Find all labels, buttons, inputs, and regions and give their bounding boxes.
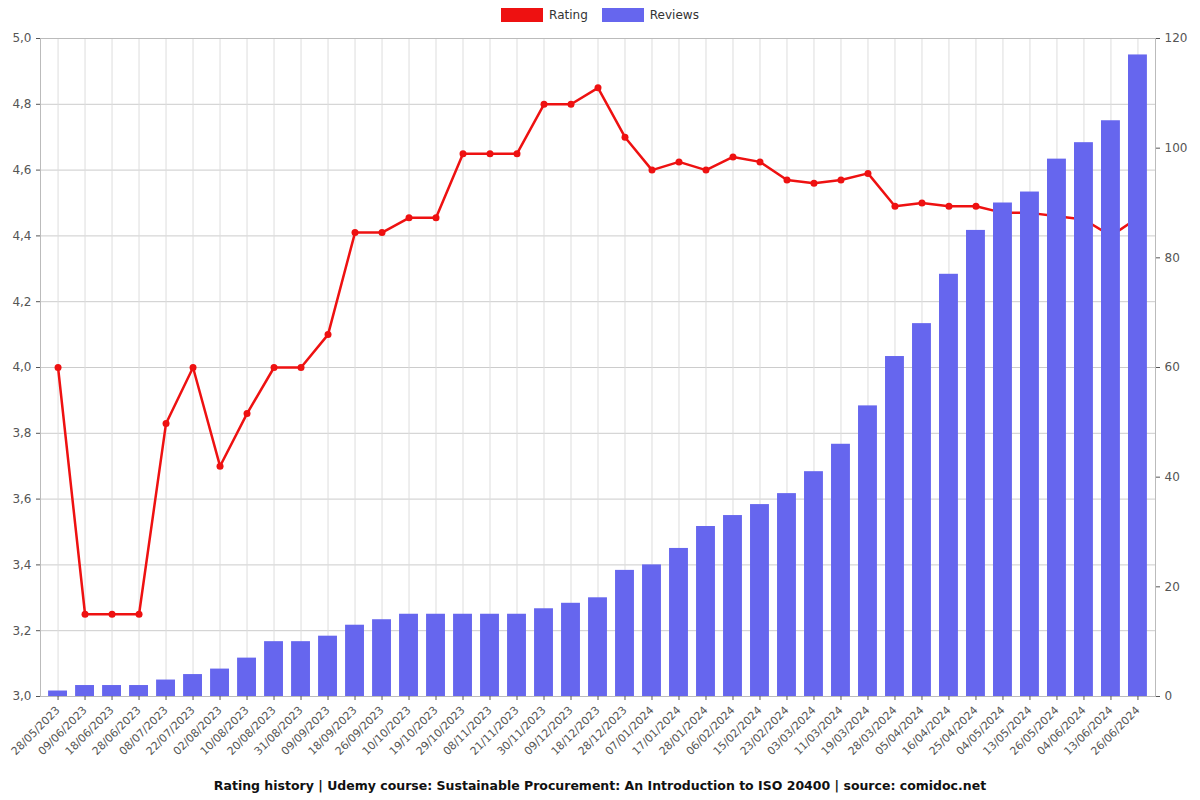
svg-text:07/01/2024: 07/01/2024 xyxy=(602,703,657,758)
svg-text:20/08/2023: 20/08/2023 xyxy=(224,703,279,758)
svg-text:22/07/2023: 22/07/2023 xyxy=(143,703,198,758)
svg-text:30/11/2023: 30/11/2023 xyxy=(494,703,549,758)
svg-text:09/06/2023: 09/06/2023 xyxy=(35,703,90,758)
svg-text:4,0: 4,0 xyxy=(12,360,31,374)
svg-text:17/01/2024: 17/01/2024 xyxy=(629,703,684,758)
svg-text:03/03/2024: 03/03/2024 xyxy=(764,703,819,758)
svg-text:4,8: 4,8 xyxy=(12,97,31,111)
svg-text:06/02/2024: 06/02/2024 xyxy=(683,703,738,758)
svg-text:26/09/2023: 26/09/2023 xyxy=(332,703,387,758)
svg-text:10/10/2023: 10/10/2023 xyxy=(359,703,414,758)
svg-text:31/08/2023: 31/08/2023 xyxy=(251,703,306,758)
svg-text:120: 120 xyxy=(1165,31,1188,45)
svg-text:05/04/2024: 05/04/2024 xyxy=(872,703,927,758)
svg-text:11/03/2024: 11/03/2024 xyxy=(791,703,846,758)
svg-text:18/09/2023: 18/09/2023 xyxy=(305,703,360,758)
svg-text:40: 40 xyxy=(1165,470,1180,484)
svg-text:18/06/2023: 18/06/2023 xyxy=(62,703,117,758)
svg-text:08/11/2023: 08/11/2023 xyxy=(440,703,495,758)
svg-text:16/04/2024: 16/04/2024 xyxy=(899,703,954,758)
svg-text:19/03/2024: 19/03/2024 xyxy=(818,703,873,758)
svg-text:3,4: 3,4 xyxy=(12,558,31,572)
svg-text:3,0: 3,0 xyxy=(12,689,31,703)
svg-text:19/10/2023: 19/10/2023 xyxy=(386,703,441,758)
svg-text:20: 20 xyxy=(1165,580,1180,594)
svg-text:28/06/2023: 28/06/2023 xyxy=(89,703,144,758)
svg-text:100: 100 xyxy=(1165,141,1188,155)
html-text:Rating: Rating xyxy=(549,8,588,22)
svg-text:02/08/2023: 02/08/2023 xyxy=(170,703,225,758)
svg-text:80: 80 xyxy=(1165,251,1180,265)
svg-text:18/12/2023: 18/12/2023 xyxy=(548,703,603,758)
svg-text:08/07/2023: 08/07/2023 xyxy=(116,703,171,758)
svg-text:60: 60 xyxy=(1165,360,1180,374)
svg-text:0: 0 xyxy=(1165,689,1173,703)
html-text:Rating history | Udemy course:: Rating history | Udemy course: Sustainab… xyxy=(213,778,987,793)
svg-text:09/09/2023: 09/09/2023 xyxy=(278,703,333,758)
svg-text:13/05/2024: 13/05/2024 xyxy=(980,703,1035,758)
svg-text:5,0: 5,0 xyxy=(12,31,31,45)
svg-text:4,4: 4,4 xyxy=(12,229,31,243)
html-text:Reviews: Reviews xyxy=(649,8,699,22)
svg-text:28/01/2024: 28/01/2024 xyxy=(656,703,711,758)
svg-text:4,6: 4,6 xyxy=(12,163,31,177)
svg-text:28/12/2023: 28/12/2023 xyxy=(575,703,630,758)
svg-text:04/05/2024: 04/05/2024 xyxy=(953,703,1008,758)
svg-text:3,8: 3,8 xyxy=(12,426,31,440)
svg-text:09/12/2023: 09/12/2023 xyxy=(521,703,576,758)
svg-text:3,2: 3,2 xyxy=(12,624,31,638)
svg-text:26/06/2024: 26/06/2024 xyxy=(1089,704,1143,758)
svg-text:15/02/2024: 15/02/2024 xyxy=(710,703,765,758)
svg-text:28/03/2024: 28/03/2024 xyxy=(845,703,900,758)
svg-text:28/05/2023: 28/05/2023 xyxy=(8,703,63,758)
svg-text:23/02/2024: 23/02/2024 xyxy=(737,703,792,758)
svg-text:25/04/2024: 25/04/2024 xyxy=(926,703,981,758)
svg-text:29/10/2023: 29/10/2023 xyxy=(413,703,468,758)
svg-text:4,2: 4,2 xyxy=(12,295,31,309)
svg-text:3,6: 3,6 xyxy=(12,492,31,506)
svg-text:13/06/2024: 13/06/2024 xyxy=(1061,703,1116,758)
svg-text:04/06/2024: 04/06/2024 xyxy=(1034,703,1089,758)
svg-text:26/05/2024: 26/05/2024 xyxy=(1007,703,1062,758)
svg-text:10/08/2023: 10/08/2023 xyxy=(197,703,252,758)
svg-text:21/11/2023: 21/11/2023 xyxy=(467,703,522,758)
